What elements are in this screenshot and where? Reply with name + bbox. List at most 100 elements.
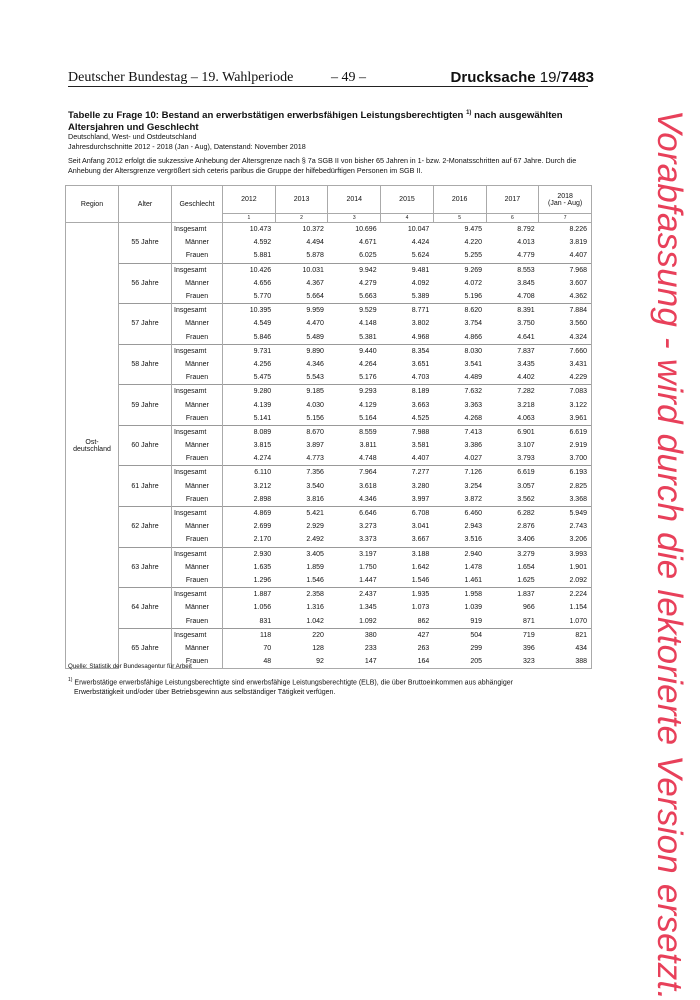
value-cell: 5.475 [253,374,272,382]
value-cell: 7.964 [327,465,381,480]
value-cell: 128 [312,644,324,652]
value-cell: 3.562 [517,495,535,503]
value-cell: 9.475 [433,222,487,237]
value-cell: 1.154 [538,601,592,615]
value-cell: 8.792 [486,222,539,237]
value-cell: 3.057 [517,482,535,490]
footnote-line: Erwerbstätigkeit und/oder über Betriebsg… [74,689,336,697]
value-cell: 1.092 [359,617,377,625]
value-cell: 2.092 [538,573,592,588]
value-cell: 4.013 [517,239,535,247]
sex-cell: Frauen [171,492,223,507]
age-cell: 58 Jahre [118,343,172,385]
value-cell: 3.363 [464,401,483,409]
table-title: Tabelle zu Frage 10: Bestand an erwerbst… [68,107,593,134]
region-cell: Ost- deutschland [65,221,119,670]
sex-cell: Männer [171,479,223,493]
value-cell: 5.846 [253,333,272,341]
value-cell: 5.141 [253,414,272,422]
value-cell: 4.256 [253,360,272,368]
value-cell: 9.280 [222,384,276,399]
value-cell: 3.815 [253,442,272,450]
value-cell: 388 [538,655,592,670]
sex-cell: Männer [171,398,223,412]
value-cell: 3.541 [464,360,483,368]
value-cell: 5.255 [464,252,483,260]
table-row: Frauen 5.846 5.489 5.381 4.968 4.866 4.641 4.32… [66,330,592,345]
sex-cell: Frauen [171,371,223,385]
value-cell: 1.642 [411,563,430,571]
value-cell: 4.703 [411,374,430,382]
sex-cell: Insgesamt [171,424,223,439]
age-cell: 57 Jahre [118,303,172,345]
subtitle-region: Deutschland, West- und Ostdeutschland [68,132,197,141]
header-year: 2018 (Jan - Aug) [538,185,592,214]
value-cell: 4.264 [359,360,377,368]
value-cell: 1.296 [253,576,272,584]
value-cell: 3.273 [359,523,377,531]
value-cell: 164 [380,655,434,670]
value-cell: 8.226 [538,222,592,237]
value-cell: 5.489 [306,333,324,341]
doc-prefix: 19/ [539,69,561,86]
value-cell: 1.958 [433,587,487,602]
value-cell: 3.961 [538,411,592,426]
sex-cell: Insgesamt [171,465,223,480]
table-row: Männer 4.656 4.367 4.279 4.092 4.072 3.845 3.60… [66,276,592,290]
subtitle-period: Jahresdurchschnitte 2012 - 2018 (Jan - A… [68,142,306,151]
value-cell: 7.282 [486,384,539,399]
sex-cell: Männer [171,317,223,331]
value-cell: 7.277 [380,465,434,480]
value-cell: 919 [470,617,483,625]
header-publication: Deutscher Bundestag – 19. Wahlperiode [68,70,294,85]
value-cell: 3.581 [411,442,430,450]
value-cell: 3.667 [411,536,430,544]
header-year: 2014 [327,185,382,214]
sex-cell: Insgesamt [171,587,223,602]
header-geschlecht: Geschlecht [171,185,223,223]
value-cell: 1.461 [464,576,483,584]
value-cell: 3.540 [306,482,324,490]
value-cell: 9.269 [433,262,487,277]
value-cell: 4.367 [306,279,324,287]
table-row: 64 Jahre Insgesamt 1.887 2.358 2.437 1.935 1.9… [66,587,592,629]
value-cell: 4.402 [517,374,535,382]
value-cell: 3.897 [306,442,324,450]
sex-cell: Frauen [171,249,223,264]
value-cell: 1.042 [306,617,324,625]
value-cell: 8.670 [275,424,328,439]
table-row: 57 Jahre Insgesamt 10.395 9.959 9.529 8.771 8.… [66,303,592,345]
sex-cell: Insgesamt [171,505,223,521]
value-cell: 821 [538,627,592,642]
table-row: Frauen 5.881 5.878 6.025 5.624 5.255 4.779 4.40… [66,249,592,264]
value-cell: 233 [364,644,377,652]
value-cell: 5.196 [464,293,483,301]
watermark: Vorabfassung - wird durch die lektoriert… [650,110,689,1000]
value-cell: 9.529 [327,303,381,318]
footnote-ref: 1) [466,110,472,116]
value-cell: 1.039 [464,604,483,612]
value-cell: 4.324 [538,330,592,345]
value-cell: 220 [275,627,328,642]
footnote-mark: 1) [68,677,73,683]
table-row: Frauen 1.296 1.546 1.447 1.546 1.461 1.625 2.09… [66,573,592,588]
sex-cell: Insgesamt [171,262,223,277]
age-cell: 64 Jahre [118,587,172,629]
value-cell: 5.624 [411,252,430,260]
value-cell: 3.188 [380,546,434,561]
value-cell: 9.293 [327,384,381,399]
value-cell: 4.229 [538,371,592,385]
header-year: 2015 [380,185,434,214]
value-cell: 871 [523,617,535,625]
value-cell: 2.358 [275,587,328,602]
value-cell: 3.405 [275,546,328,561]
sex-cell: Männer [171,276,223,290]
value-cell: 3.516 [464,536,483,544]
value-cell: 4.470 [306,320,324,328]
table-row: Männer 3.212 3.540 3.618 3.280 3.254 3.057 2.82… [66,479,592,493]
value-cell: 1.478 [464,563,483,571]
value-cell: 4.407 [411,455,430,463]
value-cell: 1.654 [517,563,535,571]
value-cell: 4.346 [306,360,324,368]
value-cell: 10.031 [275,262,328,277]
